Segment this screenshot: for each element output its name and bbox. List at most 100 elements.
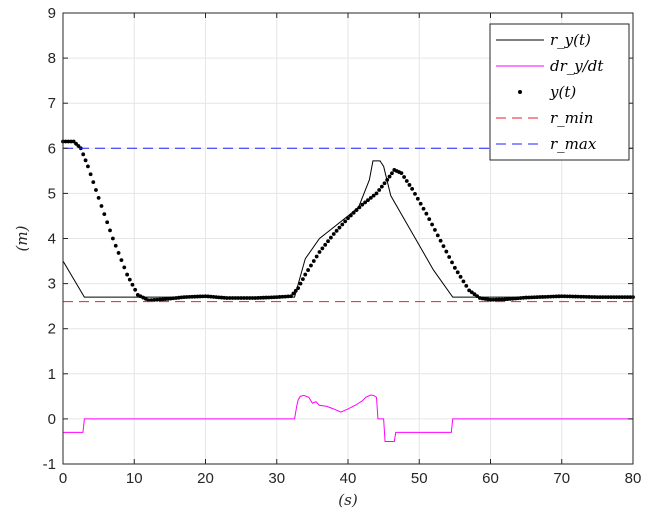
data-point <box>198 294 203 299</box>
data-point <box>258 295 263 300</box>
data-point <box>323 242 328 247</box>
data-point <box>83 158 88 163</box>
data-point <box>184 295 189 299</box>
data-point <box>576 294 581 299</box>
data-point <box>424 211 429 216</box>
data-point <box>363 200 367 205</box>
data-point <box>603 295 608 300</box>
data-point <box>579 294 583 299</box>
data-point <box>192 294 197 299</box>
y-tick-label: 0 <box>48 411 56 428</box>
data-point <box>116 251 121 255</box>
data-point <box>430 222 434 227</box>
data-point <box>96 196 101 200</box>
data-point <box>570 294 575 299</box>
data-point <box>447 255 452 259</box>
data-point <box>76 144 81 148</box>
data-point <box>91 180 96 185</box>
data-point <box>368 196 373 200</box>
data-point <box>348 213 353 218</box>
x-tick-label: 70 <box>553 470 570 487</box>
data-point <box>494 297 499 302</box>
data-point <box>488 297 493 302</box>
data-point <box>239 296 244 300</box>
data-point <box>108 228 112 233</box>
data-point <box>247 296 252 300</box>
data-point <box>413 191 417 196</box>
data-point <box>421 206 426 211</box>
data-point <box>277 295 282 299</box>
data-point <box>69 139 73 144</box>
data-point <box>366 198 370 203</box>
data-point <box>500 297 504 302</box>
data-point <box>274 295 279 300</box>
data-point <box>149 298 154 303</box>
data-point <box>74 141 78 146</box>
data-point <box>250 296 255 300</box>
data-point <box>88 172 93 177</box>
y-tick-label: 6 <box>48 140 56 157</box>
data-point <box>244 296 249 300</box>
data-point <box>491 297 496 302</box>
data-point <box>625 295 630 300</box>
data-point <box>357 205 362 210</box>
data-point <box>532 295 537 300</box>
data-point <box>94 188 98 192</box>
x-axis-label: (s) <box>338 491 358 509</box>
data-point <box>113 243 118 248</box>
data-point <box>320 246 325 251</box>
legend-label: r_y(t) <box>550 31 591 49</box>
data-point <box>587 295 592 299</box>
legend-label: r_max <box>550 135 597 153</box>
data-point <box>461 279 466 284</box>
data-point <box>407 183 412 187</box>
data-point <box>303 272 308 277</box>
data-point <box>293 288 298 293</box>
x-tick-label: 60 <box>482 470 499 487</box>
data-point <box>280 294 285 299</box>
data-point <box>272 295 276 300</box>
y-tick-label: -1 <box>43 456 56 473</box>
legend-label: dr_y/dt <box>550 57 604 75</box>
data-point <box>81 152 86 157</box>
data-point <box>427 217 432 222</box>
data-point <box>379 184 384 189</box>
data-point <box>331 232 336 236</box>
data-point <box>256 296 260 300</box>
data-point <box>609 295 613 300</box>
data-point <box>110 236 115 241</box>
data-point <box>402 175 407 179</box>
data-point <box>182 295 187 300</box>
data-point <box>360 202 365 207</box>
data-point <box>354 208 359 212</box>
legend: r_y(t) dr_y/dt y(t) r_min r_max <box>489 23 630 161</box>
data-point <box>387 174 392 179</box>
data-point <box>600 295 605 300</box>
y-tick-label: 9 <box>48 5 56 22</box>
data-point <box>266 295 271 300</box>
data-point <box>385 177 390 182</box>
data-point <box>130 282 135 287</box>
data-point <box>311 259 316 263</box>
y-axis-label: (m) <box>13 225 31 251</box>
data-point <box>418 201 423 206</box>
data-point <box>589 295 594 299</box>
data-point <box>472 292 477 297</box>
data-point <box>125 272 130 277</box>
data-point <box>86 164 90 169</box>
data-point <box>227 296 232 300</box>
y-tick-label: 8 <box>48 50 56 67</box>
legend-label: y(t) <box>549 83 576 101</box>
data-point <box>63 139 68 144</box>
data-point <box>127 277 132 282</box>
data-point <box>300 277 305 281</box>
x-tick-label: 10 <box>126 470 143 487</box>
data-point <box>535 295 539 300</box>
data-point <box>620 295 624 300</box>
data-point <box>224 296 229 300</box>
data-point <box>559 294 564 299</box>
data-point <box>537 295 542 299</box>
data-point <box>190 294 195 299</box>
data-point <box>71 139 76 144</box>
data-point <box>458 274 463 279</box>
